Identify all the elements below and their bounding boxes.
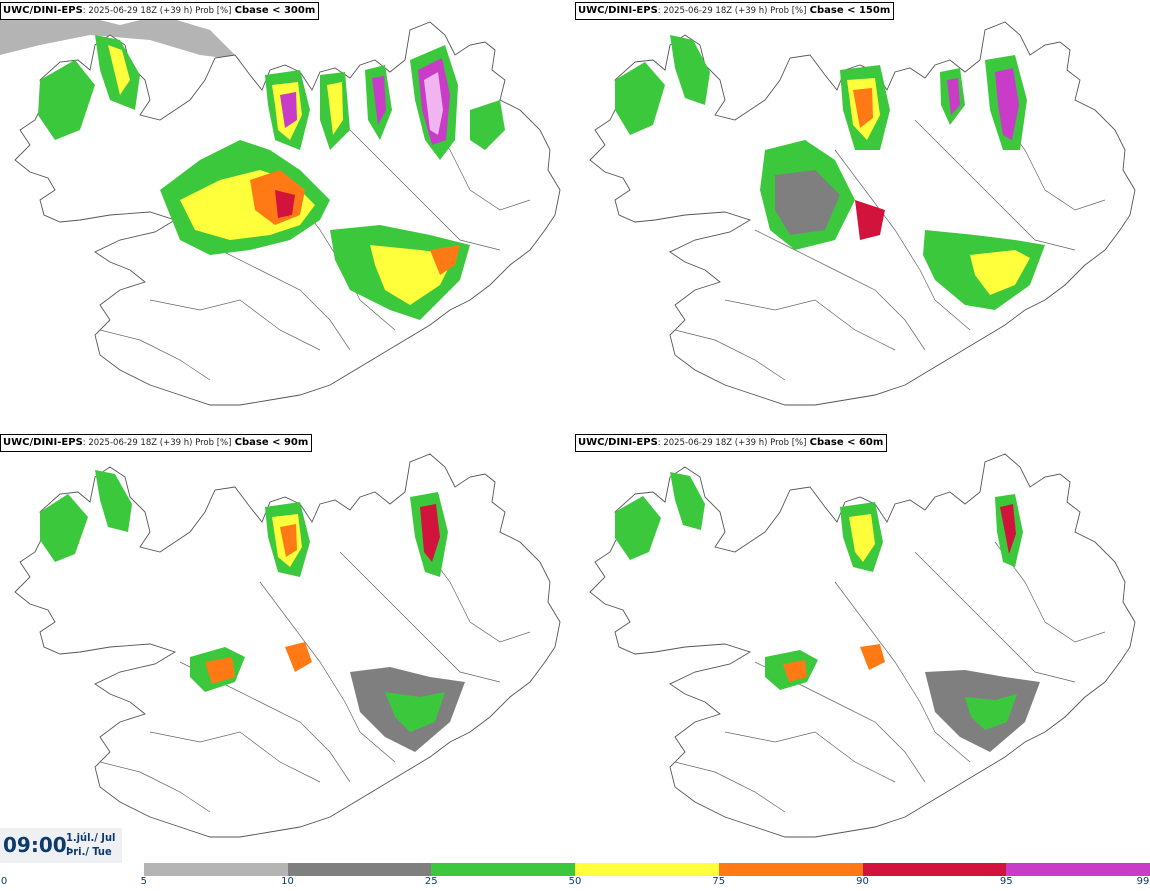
legend-swatch <box>1006 863 1150 876</box>
parameter-label: Cbase < 60m <box>809 437 884 448</box>
probability-field <box>615 472 1040 752</box>
legend-tick-label: 50 <box>568 876 582 887</box>
color-legend: 0 5 10 25 50 75 90 95 99 <box>0 862 1150 891</box>
legend-swatch <box>575 863 719 876</box>
iceland-map <box>0 432 575 864</box>
legend-tick-label: 0 <box>0 876 8 887</box>
parameter-label: Cbase < 300m <box>234 5 316 16</box>
legend-tick-label: 5 <box>140 876 147 887</box>
cloud-field-nw <box>0 10 240 60</box>
valid-time-box: 09:00 1.júl./ Jul Þri./ Tue <box>0 828 122 863</box>
legend-tick-label: 25 <box>424 876 438 887</box>
model-name: UWC/DINI-EPS <box>578 5 658 16</box>
map-panel-90m: UWC/DINI-EPS: 2025-06-29 18Z (+39 h) Pro… <box>0 432 575 864</box>
run-info: : 2025-06-29 18Z (+39 h) Prob [%] <box>657 6 807 16</box>
probability-field <box>615 35 1045 310</box>
valid-date-line1: 1.júl./ Jul <box>66 831 116 844</box>
panel-title: UWC/DINI-EPS: 2025-06-29 18Z (+39 h) Pro… <box>0 2 320 20</box>
valid-date-line2: Þri./ Tue <box>66 845 112 858</box>
run-info: : 2025-06-29 18Z (+39 h) Prob [%] <box>657 438 807 448</box>
panel-title: UWC/DINI-EPS: 2025-06-29 18Z (+39 h) Pro… <box>575 2 895 20</box>
legend-tick-label: 75 <box>712 876 726 887</box>
map-panel-60m: UWC/DINI-EPS: 2025-06-29 18Z (+39 h) Pro… <box>575 432 1150 864</box>
legend-swatch <box>718 863 863 876</box>
legend-tick-label: 90 <box>856 876 869 887</box>
map-panel-150m: UWC/DINI-EPS: 2025-06-29 18Z (+39 h) Pro… <box>575 0 1150 432</box>
model-name: UWC/DINI-EPS <box>3 437 83 448</box>
legend-tick-label: 99 <box>1136 876 1150 887</box>
probability-field <box>40 470 465 752</box>
iceland-map <box>575 0 1150 432</box>
legend-swatch <box>0 863 144 876</box>
legend-tick-label: 10 <box>281 876 294 887</box>
legend-tick-label: 95 <box>999 876 1013 887</box>
legend-swatch <box>143 863 288 876</box>
iceland-map <box>575 432 1150 864</box>
legend-swatch <box>862 863 1007 876</box>
run-info: : 2025-06-29 18Z (+39 h) Prob [%] <box>82 6 232 16</box>
valid-time: 09:00 <box>3 833 67 857</box>
panel-title: UWC/DINI-EPS: 2025-06-29 18Z (+39 h) Pro… <box>575 434 888 452</box>
probability-field <box>38 35 505 320</box>
legend-swatch <box>287 863 432 876</box>
map-panel-300m: UWC/DINI-EPS: 2025-06-29 18Z (+39 h) Pro… <box>0 0 575 432</box>
parameter-label: Cbase < 150m <box>809 5 891 16</box>
model-name: UWC/DINI-EPS <box>3 5 83 16</box>
valid-date: 1.júl./ Jul Þri./ Tue <box>66 831 115 859</box>
model-name: UWC/DINI-EPS <box>578 437 658 448</box>
legend-swatch <box>431 863 575 876</box>
panel-title: UWC/DINI-EPS: 2025-06-29 18Z (+39 h) Pro… <box>0 434 313 452</box>
iceland-map <box>0 10 575 432</box>
parameter-label: Cbase < 90m <box>234 437 309 448</box>
run-info: : 2025-06-29 18Z (+39 h) Prob [%] <box>82 438 232 448</box>
